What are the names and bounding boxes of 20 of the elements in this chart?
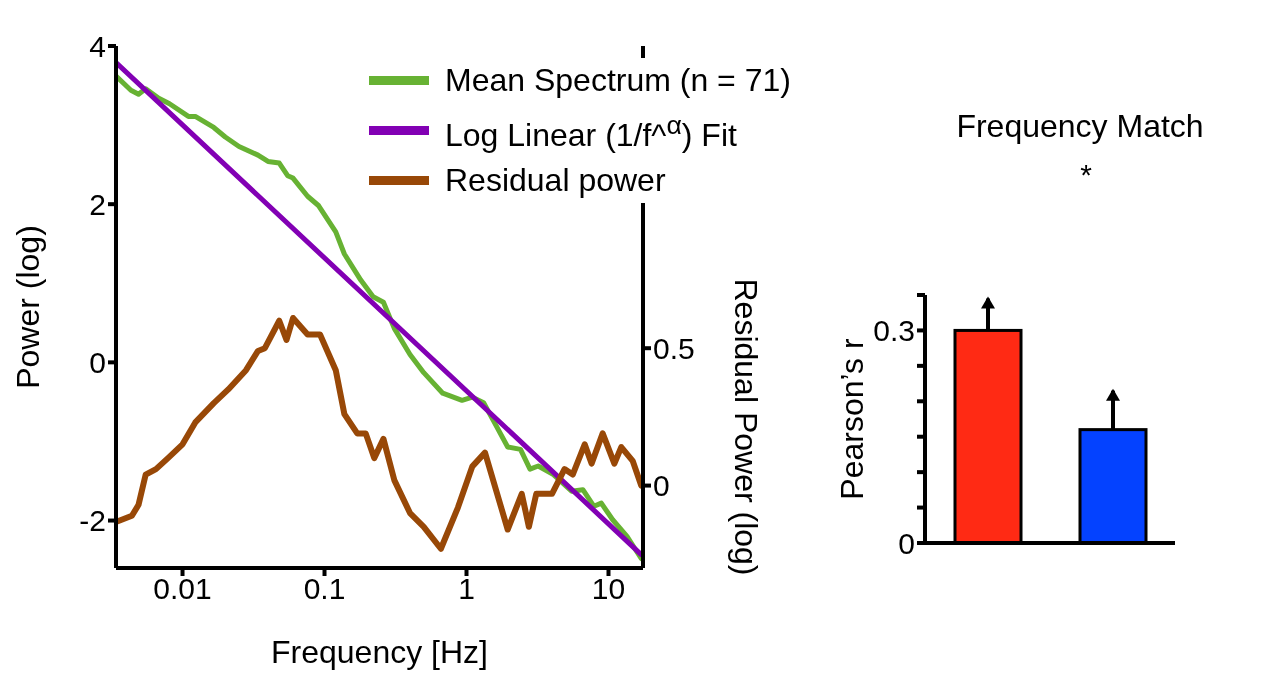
legend-label: Mean Spectrum (n = 71) — [445, 61, 791, 100]
text: * — [1079, 158, 1093, 192]
x-axis-title: Frequency [Hz] — [271, 634, 488, 670]
x-tick-label: 0.01 — [153, 572, 212, 606]
y-axis-title: Pearson’s r — [834, 338, 871, 500]
chart-title: Frequency Match — [955, 108, 1205, 145]
y2-axis-title: Residual Power (log) — [728, 278, 764, 576]
legend-label: Log Linear (1/f^$^{α}$) Fit — [445, 109, 737, 155]
x-tick-label: 10 — [591, 572, 626, 606]
y2-tick-label: 0.5 — [653, 331, 695, 365]
legend-label: Residual power — [445, 160, 666, 200]
y-tick-label: 4 — [89, 29, 106, 63]
y-tick-label: -2 — [79, 504, 106, 538]
y-tick-label: 0.3 — [873, 314, 915, 348]
x-tick-label: 0.1 — [303, 572, 346, 606]
x-tick-label: 1 — [458, 572, 475, 606]
y2-tick-label: 0 — [653, 469, 670, 503]
y-tick-label: 2 — [89, 187, 106, 221]
y-tick-label: 0 — [89, 346, 106, 380]
y-axis-title: Power (log) — [10, 225, 47, 389]
